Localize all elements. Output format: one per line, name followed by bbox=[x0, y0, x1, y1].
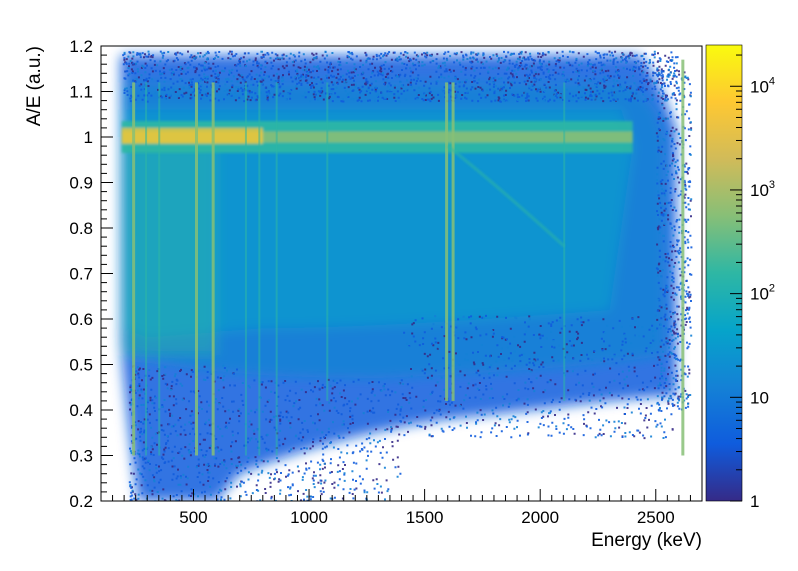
colorbar-tick-label: 103 bbox=[750, 179, 775, 200]
colorbar-tick-exponent: 4 bbox=[769, 75, 775, 87]
colorbar-tick-base: 10 bbox=[750, 285, 769, 304]
colorbar-tick-base: 1 bbox=[750, 492, 759, 511]
colorbar-gradient bbox=[706, 45, 742, 501]
y-tick-label: 0.9 bbox=[69, 174, 93, 193]
colorbar-tick-base: 10 bbox=[750, 77, 769, 96]
colorbar-frame bbox=[705, 44, 743, 502]
y-tick-label: 1 bbox=[84, 128, 93, 147]
y-tick-label: 0.4 bbox=[69, 401, 93, 420]
y-axis: 0.2 0.3 0.4 0.5 0.6 0.7 0.8 0.9 1 1.1 1.2 bbox=[69, 37, 113, 511]
main-band bbox=[121, 121, 633, 153]
y-tick-label: 0.6 bbox=[69, 310, 93, 329]
y-tick-label: 0.3 bbox=[69, 447, 93, 466]
diagonal-feature bbox=[447, 145, 565, 248]
density-inner bbox=[124, 109, 633, 338]
gamma-line bbox=[275, 82, 278, 456]
main-band-peak bbox=[121, 127, 263, 144]
gamma-line bbox=[258, 82, 261, 456]
x-tick-label: 2500 bbox=[637, 508, 675, 527]
gamma-line bbox=[445, 82, 449, 401]
gamma-line bbox=[451, 82, 455, 401]
main-band-core bbox=[121, 131, 633, 143]
gamma-line bbox=[681, 59, 685, 456]
gamma-line bbox=[195, 82, 199, 456]
gamma-line bbox=[145, 82, 148, 456]
y-tick-label: 0.8 bbox=[69, 219, 93, 238]
colorbar-tick-base: 10 bbox=[750, 181, 769, 200]
y-tick-label: 1.1 bbox=[69, 83, 93, 102]
colorbar-tick-label: 102 bbox=[750, 283, 775, 304]
colorbar-tick-exponent: 2 bbox=[769, 283, 775, 295]
gamma-line bbox=[563, 82, 566, 401]
colorbar-tick-base: 10 bbox=[750, 388, 769, 407]
x-axis-label: Energy (keV) bbox=[591, 530, 702, 551]
colorbar-tick-exponent: 3 bbox=[769, 179, 775, 191]
y-axis-label: A/E (a.u.) bbox=[24, 46, 45, 126]
speckle-layer bbox=[123, 50, 693, 501]
spectral-features bbox=[121, 59, 685, 456]
gamma-line bbox=[211, 82, 215, 456]
y-tick-label: 1.2 bbox=[69, 37, 93, 56]
y-tick-label: 0.7 bbox=[69, 265, 93, 284]
colorbar-tick-label: 10 bbox=[750, 388, 769, 407]
gamma-line bbox=[158, 82, 161, 456]
sparse-counts bbox=[122, 50, 693, 501]
colorbar-tick-label: 1 bbox=[750, 492, 759, 511]
x-tick-label: 1000 bbox=[290, 508, 328, 527]
x-axis: 500 1000 1500 2000 2500 bbox=[100, 489, 703, 527]
plot-area bbox=[101, 46, 702, 501]
gamma-line bbox=[326, 82, 329, 401]
gamma-line bbox=[132, 82, 136, 456]
gamma-line bbox=[244, 82, 247, 456]
colorbar-tick-label: 104 bbox=[750, 75, 775, 96]
y-tick-label: 0.2 bbox=[69, 492, 93, 511]
x-tick-label: 500 bbox=[179, 508, 207, 527]
x-tick-label: 2000 bbox=[521, 508, 559, 527]
y-tick-label: 0.5 bbox=[69, 356, 93, 375]
x-tick-label: 1500 bbox=[406, 508, 444, 527]
density-low-energy bbox=[124, 137, 217, 356]
